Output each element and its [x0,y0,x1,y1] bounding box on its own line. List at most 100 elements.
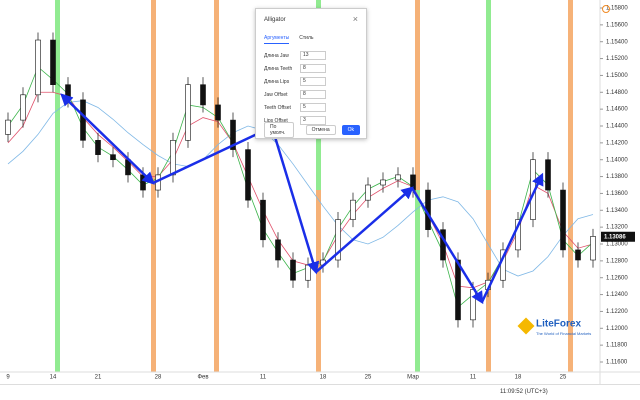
field-row: Длина Lips 5 [264,77,326,86]
tab[interactable]: Стиль [299,35,314,41]
candle-body [455,259,461,321]
y-tick-label: 1.12800 [606,258,628,264]
field-input[interactable]: 8 [300,90,326,99]
arrow [270,126,320,275]
field-row: Teeth Offset 5 [264,103,326,112]
y-tick-label: 1.15000 [606,73,628,79]
x-tick-label: 28 [155,375,162,381]
candle-body [185,84,191,141]
field-label: Teeth Offset [264,104,291,111]
y-tick-label: 1.14000 [606,157,628,163]
field-row: Длина Teeth 8 [264,64,326,73]
x-tick-label: Фев [197,375,208,381]
field-label: Длина Jaw [264,52,289,59]
y-tick-label: 1.13400 [606,208,628,214]
last-price-tag [601,231,635,242]
candle-body [575,249,581,261]
candle-body [260,199,266,241]
logo: LiteForex The World of Financial Markets [517,317,591,336]
field-input[interactable]: 8 [300,64,326,73]
candle-body [110,154,116,161]
alert-icon[interactable] [602,5,610,13]
sell-band [415,0,420,190]
zigzag-arrows [60,93,544,305]
y-tick-label: 1.13800 [606,174,628,180]
sell-band [151,0,156,372]
candle-body [5,119,11,135]
field-row: Jaw Offset 8 [264,90,326,99]
ok-button[interactable]: Ok [341,125,360,135]
field-row: Длина Jaw 13 [264,51,326,60]
y-tick-label: 1.12400 [606,292,628,298]
candle-body [50,39,56,86]
logo-tagline: The World of Financial Markets [536,331,591,336]
y-tick-label: 1.14400 [606,124,628,130]
field-label: Jaw Offset [264,91,288,98]
defaults-button[interactable]: По умолч. [264,122,294,138]
x-tick-label: 18 [515,375,522,381]
candle-body [200,84,206,106]
status-bar: 11:09:52 (UTC+3) [0,384,640,400]
buy-band [486,0,491,190]
candle-body [80,99,86,141]
logo-name: LiteForex [536,319,581,330]
y-tick-label: 1.15600 [606,22,628,28]
tab[interactable]: Аргументы [264,35,290,44]
candle-body [275,239,281,261]
arrow [410,187,484,305]
sell-band [316,190,321,372]
y-tick-label: 1.15800 [606,6,628,12]
candle-body [470,289,476,321]
arrow [152,125,275,185]
arrow [480,172,544,303]
field-input[interactable]: 3 [300,116,326,125]
y-tick-label: 1.12200 [606,309,628,315]
indicator-dialog: Alligator × Аргументы Стиль Длина Jaw 13 Д… [255,8,367,139]
candle-body [350,199,356,220]
tabs: Аргументы Стиль [264,35,313,44]
x-tick-label: 11 [260,375,267,381]
candle-body [245,149,251,201]
candle-body [395,174,401,181]
sell-band [568,0,573,372]
close-button[interactable]: × [352,14,358,24]
x-tick-label: 21 [95,375,102,381]
y-tick-label: 1.13600 [606,191,628,197]
candle-body [230,119,236,150]
candle-body [560,189,566,251]
candle-body [380,179,386,186]
candle-body [305,264,311,281]
arrow [315,186,414,273]
y-tick-label: 1.12000 [606,326,628,332]
x-tick-label: 11 [470,375,477,381]
candle-body [365,184,371,201]
arrow [60,93,155,185]
candle-body [35,39,41,96]
field-row: Lips Offset 3 [264,116,326,125]
field-input[interactable]: 13 [300,51,326,60]
y-tick-label: 1.15200 [606,56,628,62]
clock: 11:09:52 (UTC+3) [500,389,548,395]
y-tick-label: 1.11600 [606,360,628,366]
y-tick-label: 1.13200 [606,225,628,231]
x-tick-label: 9 [6,375,10,381]
field-label: Длина Teeth [264,65,293,72]
x-tick-label: 25 [365,375,372,381]
buy-band [415,190,420,372]
candle-body [140,174,146,191]
candle-body [515,219,521,251]
chart: 1.15800 1.15600 1.15400 1.15200 1.15000 1.148… [0,0,640,384]
x-tick-label: 18 [320,375,327,381]
cancel-button[interactable]: Отмена [305,125,336,135]
x-tick-label: 25 [560,375,567,381]
candle-body [335,219,341,261]
candle-body [545,159,551,191]
field-label: Lips Offset [264,117,288,124]
candle-body [590,236,596,261]
logo-icon [517,317,535,335]
y-tick-label: 1.15400 [606,39,628,45]
field-input[interactable]: 5 [300,77,326,86]
field-input[interactable]: 5 [300,103,326,112]
dialog-title: Alligator [264,17,286,23]
